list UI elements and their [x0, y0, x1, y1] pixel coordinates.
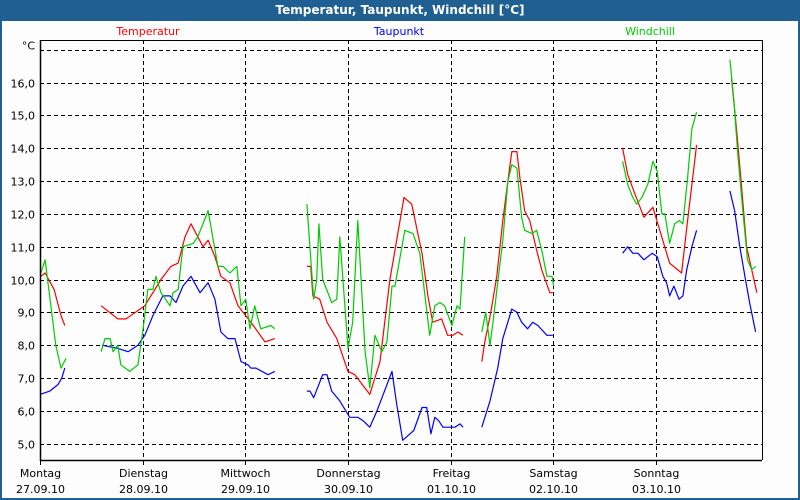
y-tick-label: 10,0 — [10, 274, 36, 287]
legend-temperatur: Temperatur — [116, 25, 180, 38]
series-line-taupunkt — [101, 275, 276, 376]
series-line-windchill — [481, 164, 555, 346]
x-tick-date-label: 01.10.10 — [427, 483, 476, 496]
series-line-windchill — [306, 204, 466, 389]
window-title: Temperatur, Taupunkt, Windchill [°C] — [275, 3, 525, 17]
y-tick-label: 8,0 — [17, 339, 36, 352]
series-line-temperatur — [40, 272, 66, 326]
x-tick-day-label: Dienstag — [118, 467, 169, 480]
series-line-temperatur — [622, 144, 698, 274]
y-tick-label: 5,0 — [17, 438, 36, 451]
y-tick-label: 13,0 — [10, 175, 36, 188]
y-tick-label: 6,0 — [17, 405, 36, 418]
y-tick-label: 9,0 — [17, 306, 36, 319]
series-line-taupunkt — [729, 190, 757, 333]
chart-canvas: 5,0 6,0 7,0 8,0 9,0 10,0 11,0 12,0 13,0 14,0 15,0 1… — [2, 21, 798, 498]
series-line-windchill — [729, 59, 756, 271]
y-tick-label: 14,0 — [10, 142, 36, 155]
series-line-temperatur — [100, 223, 275, 343]
series-line-taupunkt — [622, 230, 698, 300]
x-tick-day-label: Samstag — [529, 467, 578, 480]
y-tick-label: 11,0 — [10, 241, 36, 254]
series-line-taupunkt — [39, 367, 66, 395]
y-axis-unit-label: °C — [21, 39, 35, 53]
legend-taupunkt: Taupunkt — [373, 25, 425, 38]
x-tick-date-label: 02.10.10 — [529, 483, 578, 496]
series-line-windchill — [40, 259, 67, 369]
y-tick-label: 15,0 — [10, 109, 36, 122]
x-tick-day-label: Donnerstag — [316, 467, 381, 480]
series-line-windchill — [622, 112, 698, 244]
legend-windchill: Windchill — [625, 25, 675, 38]
x-tick-date-label: 29.09.10 — [221, 483, 270, 496]
x-tick-date-label: 03.10.10 — [632, 483, 681, 496]
x-tick-day-label: Montag — [19, 467, 62, 480]
y-tick-label: 7,0 — [17, 372, 36, 385]
series-line-windchill — [100, 210, 276, 372]
series-line-taupunkt — [306, 370, 464, 441]
chart-plot — [39, 40, 763, 465]
x-tick-date-label: 30.09.10 — [324, 483, 373, 496]
series-line-temperatur — [306, 196, 464, 395]
series-line-taupunkt — [481, 308, 553, 428]
x-tick-day-label: Sonntag — [633, 467, 680, 480]
y-tick-label: 12,0 — [10, 208, 36, 221]
y-tick-label: 16,0 — [10, 77, 36, 90]
x-tick-date-label: 28.09.10 — [119, 483, 168, 496]
x-tick-day-label: Freitag — [432, 467, 471, 480]
x-tick-date-label: 27.09.10 — [16, 483, 65, 496]
series-line-temperatur — [481, 151, 553, 362]
x-tick-day-label: Mittwoch — [220, 467, 271, 480]
